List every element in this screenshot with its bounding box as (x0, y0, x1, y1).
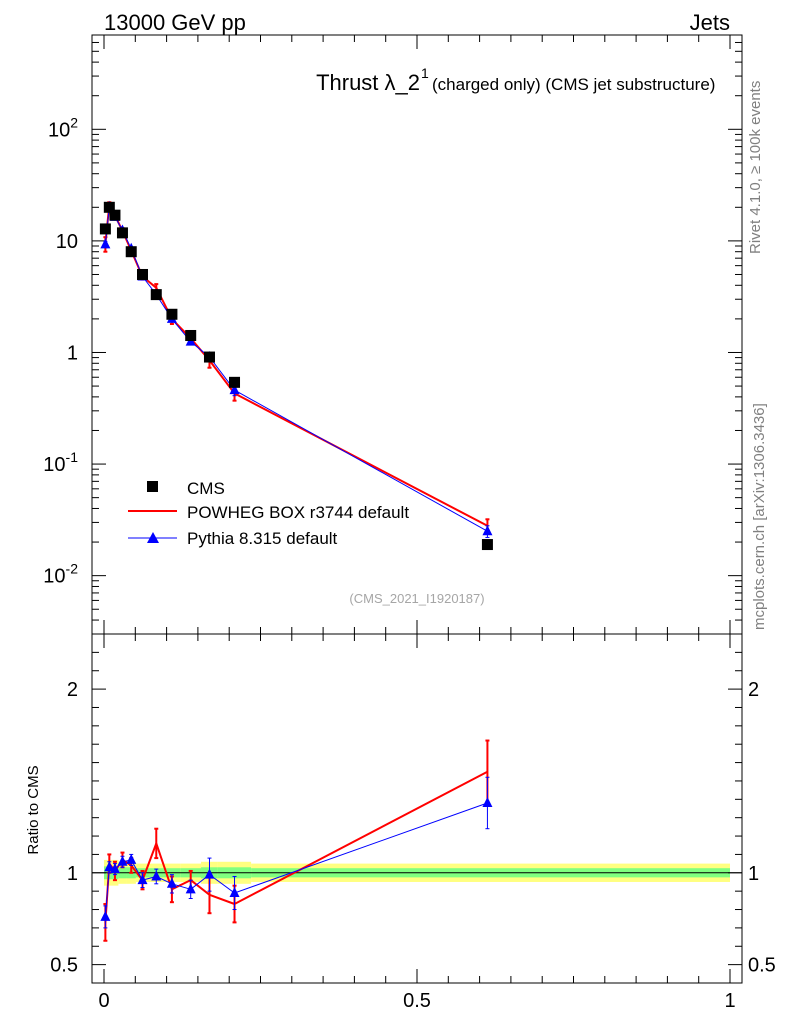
ratio-powheg-line (104, 770, 488, 923)
cms-data-point (166, 308, 178, 320)
ratio-pythia-marker (100, 910, 111, 921)
ratio-ytick-label-left: 1 (67, 863, 78, 885)
ratio-pythia-marker (185, 883, 196, 894)
powheg-line (104, 203, 488, 527)
ratio-pythia-marker (109, 863, 120, 874)
energy-label: 13000 GeV pp (104, 10, 246, 35)
pythia-marker (482, 525, 493, 536)
plot-title-main: Thrust λ_2 (316, 70, 420, 95)
ratio-pythia-marker (151, 870, 162, 881)
ratio-ytick-label-right: 0.5 (748, 955, 776, 977)
mcplots-label: mcplots.cern.ch [arXiv:1306.3436] (751, 403, 768, 630)
plot-title-subtitle: (charged only) (CMS jet substructure) (432, 75, 715, 94)
pythia-line (104, 206, 488, 532)
ratio-plot-series (100, 739, 493, 942)
legend: CMS POWHEG BOX r3744 default Pythia 8.31… (128, 479, 409, 548)
main-ytick-label: 10-2 (43, 561, 78, 588)
main-axis-ticks: 1 10 102 10-2 10-1 (43, 34, 742, 635)
ratio-ytick-label-left: 0.5 (50, 955, 78, 977)
cms-data-point (185, 329, 197, 341)
cms-data-point (109, 209, 121, 221)
cms-data-point (229, 376, 241, 388)
legend-cms-label: CMS (187, 479, 225, 498)
ratio-y-axis-label: Ratio to CMS (25, 765, 42, 854)
ratio-ytick-label-left: 2 (67, 679, 78, 701)
analysis-reference: (CMS_2021_I1920187) (349, 591, 484, 606)
ratio-pythia-marker (104, 861, 115, 872)
main-ytick-label: 1 (67, 342, 78, 364)
main-ytick-label: 10-1 (43, 449, 78, 476)
pythia-marker (100, 238, 111, 249)
process-label: Jets (690, 10, 730, 35)
cms-data-point (103, 201, 115, 213)
main-ytick-label: 102 (48, 114, 78, 141)
ratio-pythia-marker (126, 853, 137, 864)
plot-title-superscript: 1 (421, 65, 429, 81)
cms-data-point (125, 246, 137, 258)
ratio-pythia-marker (137, 874, 148, 885)
cms-data-point (481, 539, 493, 551)
cms-data-point (203, 351, 215, 363)
cms-data-point (99, 223, 111, 235)
ratio-ytick-label-right: 1 (748, 863, 759, 885)
xtick-label: 0 (98, 990, 109, 1012)
ratio-pythia-marker (166, 877, 177, 888)
legend-pythia-marker (147, 532, 159, 543)
legend-cms-marker (147, 481, 158, 492)
legend-pythia-label: Pythia 8.315 default (187, 529, 338, 548)
cms-data-point (150, 289, 162, 301)
ratio-pythia-marker (204, 868, 215, 879)
pythia-marker (229, 384, 240, 395)
cms-data-point (116, 227, 128, 239)
xtick-label: 0.5 (403, 990, 431, 1012)
rivet-version-label: Rivet 4.1.0, ≥ 100k events (747, 81, 764, 254)
ratio-ytick-label-right: 2 (748, 679, 759, 701)
legend-powheg-label: POWHEG BOX r3744 default (187, 503, 409, 522)
main-ytick-label: 10 (56, 231, 78, 253)
cms-data-point (136, 268, 148, 280)
ratio-axis-ticks: 0.5 0.5 1 1 2 2 0 0.5 1 (50, 634, 776, 1012)
ratio-pythia-marker (482, 796, 493, 807)
ratio-pythia-marker (229, 886, 240, 897)
main-plot-series (99, 200, 493, 551)
ratio-pythia-marker (117, 855, 128, 866)
xtick-label: 1 (724, 990, 735, 1012)
